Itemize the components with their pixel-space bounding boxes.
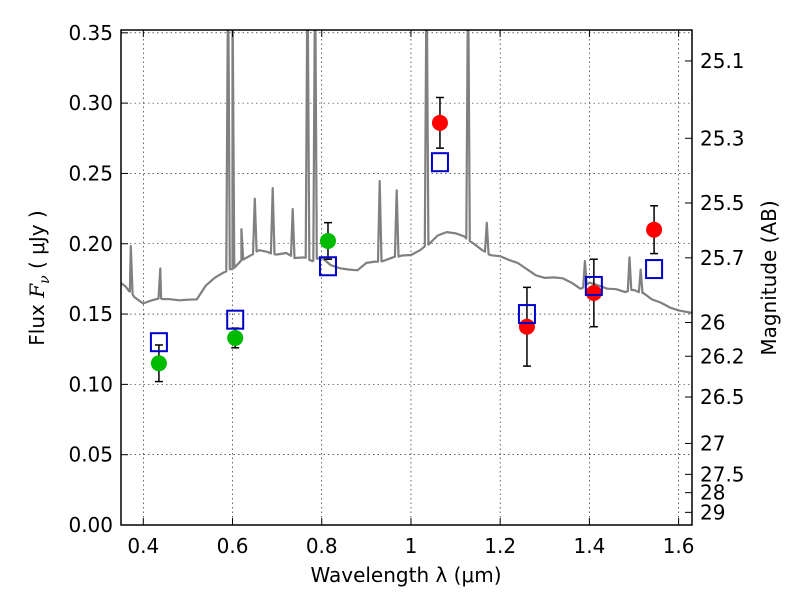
grid-lines xyxy=(121,30,692,526)
y2-tick-label: 25.3 xyxy=(700,126,745,150)
model-spectrum-line xyxy=(121,30,692,314)
y-tick-label: 0.10 xyxy=(68,372,113,396)
model-point xyxy=(645,259,664,280)
y-axis-left: 0.00 0.05 0.10 0.15 0.20 0.25 0.30 0.35 xyxy=(68,21,128,537)
data-point xyxy=(431,114,448,131)
x-tick-label: 1.2 xyxy=(484,534,516,558)
y2-tick-label: 26.5 xyxy=(700,385,745,409)
y-tick-label: 0.25 xyxy=(68,161,113,185)
y2-tick-label: 29 xyxy=(700,500,725,524)
model-point xyxy=(226,309,245,330)
x-axis-title: Wavelength λ (μm) xyxy=(310,563,501,587)
y-tick-label: 0.15 xyxy=(68,302,113,326)
y2-tick-label: 25.1 xyxy=(700,49,745,73)
y2-tick-label: 27 xyxy=(700,431,725,455)
data-point xyxy=(150,355,167,372)
y-axis-title: Flux Fν ( μJy ) xyxy=(25,210,53,345)
x-tick-label: 1 xyxy=(405,534,418,558)
data-point xyxy=(518,318,535,335)
data-point xyxy=(227,329,244,346)
x-tick-label: 1.6 xyxy=(663,534,695,558)
svg-text:Flux Fν ( μJy ): Flux Fν ( μJy ) xyxy=(25,210,53,345)
x-tick-label: 0.6 xyxy=(217,534,249,558)
y-tick-label: 0.00 xyxy=(68,513,113,537)
x-axis: 0.4 0.6 0.8 1 1.2 1.4 1.6 xyxy=(127,30,695,558)
x-tick-label: 1.4 xyxy=(573,534,605,558)
data-markers xyxy=(149,96,664,383)
y2-tick-label: 25.7 xyxy=(700,246,745,270)
y2-tick-label: 26 xyxy=(700,311,725,335)
y2-axis-title: Magnitude (AB) xyxy=(757,200,781,355)
y-tick-label: 0.30 xyxy=(68,91,113,115)
model-point xyxy=(584,275,603,296)
y-tick-label: 0.05 xyxy=(68,443,113,467)
model-point xyxy=(517,304,536,325)
model-spectrum-group xyxy=(121,30,692,314)
plot-area xyxy=(121,30,692,525)
data-point xyxy=(319,232,336,249)
y2-tick-label: 26.2 xyxy=(700,344,745,368)
data-point xyxy=(646,221,663,238)
data-point xyxy=(585,284,602,301)
y-tick-label: 0.35 xyxy=(68,21,113,45)
y2-tick-label: 28 xyxy=(700,481,725,505)
model-point xyxy=(318,256,337,277)
model-point xyxy=(430,152,449,173)
x-tick-label: 0.8 xyxy=(306,534,338,558)
y2-tick-label: 25.5 xyxy=(700,191,745,215)
y-tick-label: 0.20 xyxy=(68,232,113,256)
model-point xyxy=(149,332,168,353)
y2-tick-label: 27.5 xyxy=(700,462,745,486)
x-tick-label: 0.4 xyxy=(127,534,159,558)
plot-frame xyxy=(120,29,693,526)
